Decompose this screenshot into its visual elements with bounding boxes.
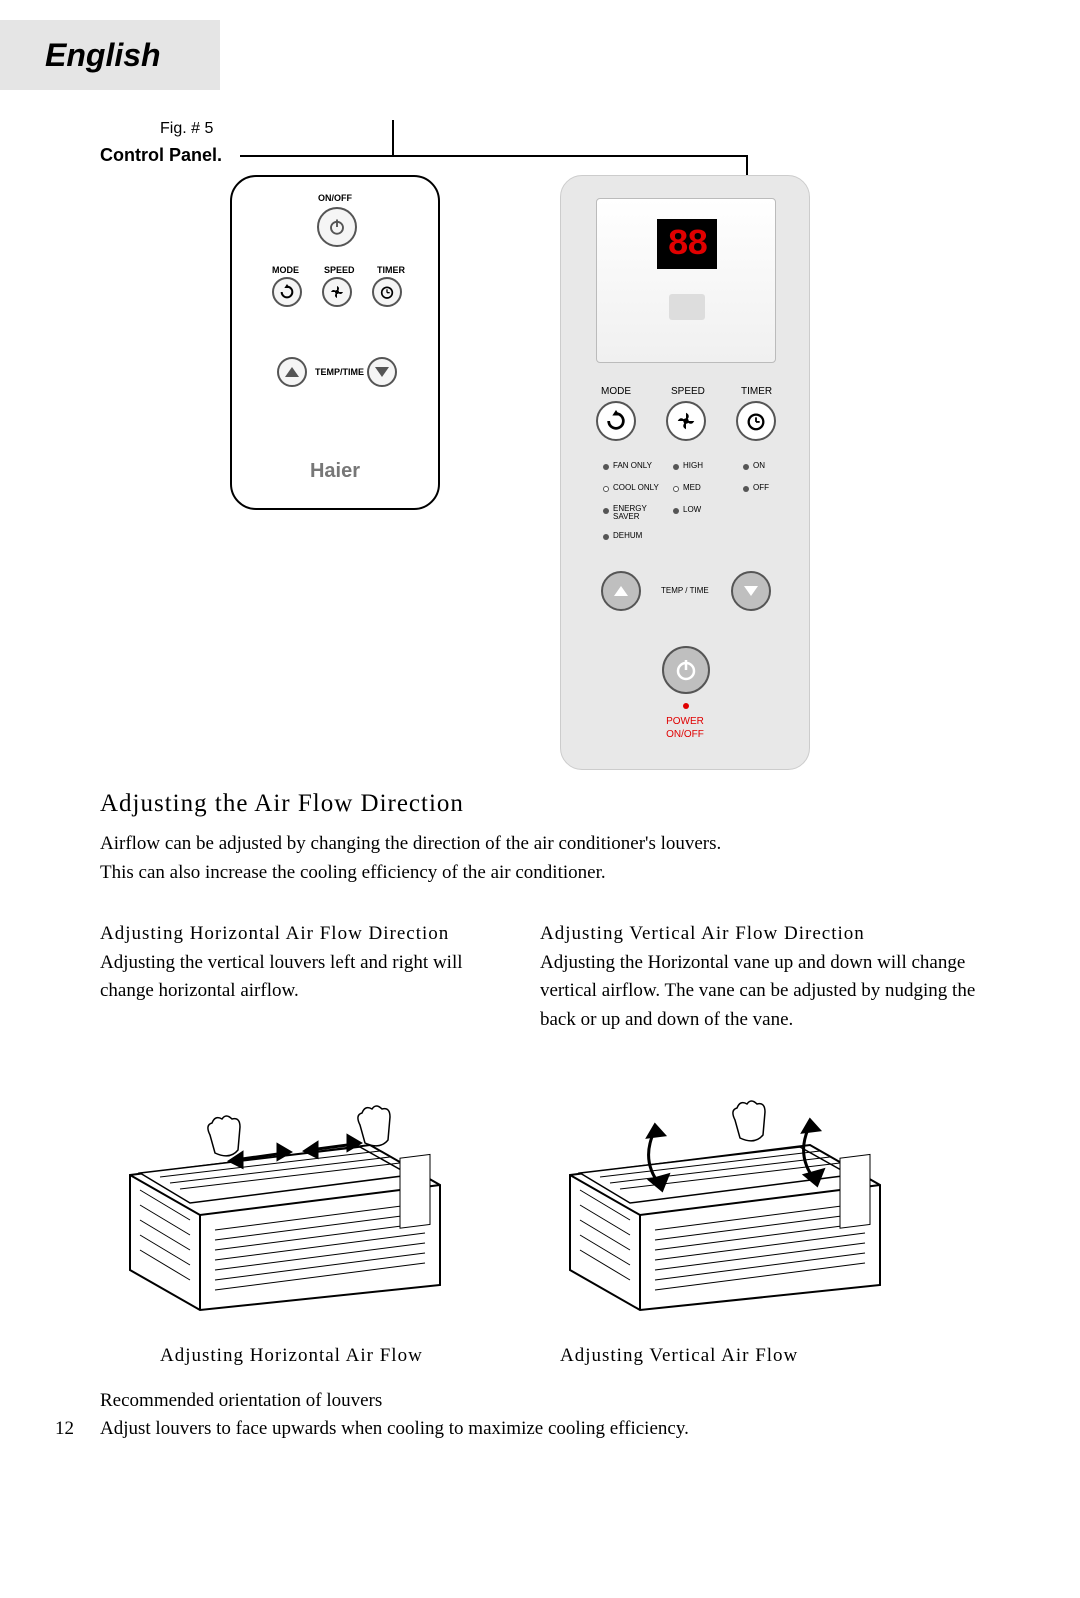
cycle-icon [279,284,295,300]
remote-timer-button[interactable] [372,277,402,307]
footer-heading: Recommended orientation of louvers [100,1390,382,1412]
intro-paragraph: Airflow can be adjusted by changing the … [100,830,980,887]
led-fanonly [603,464,609,470]
left-heading: Adjusting Horizontal Air Flow Direction [100,920,510,949]
led-off [743,486,749,492]
display-value: 88 [667,224,706,265]
ac-figure-vertical [540,1075,910,1320]
remote-mode-label: MODE [272,265,299,275]
led-dehum [603,534,609,540]
remote-temptime-label: TEMP/TIME [315,367,364,377]
control-panel-label: Control Panel. [100,145,222,166]
header-title: English [45,37,161,74]
remote-speed-label: SPEED [324,265,355,275]
panel-off-label: OFF [753,483,769,492]
caption-left: Adjusting Horizontal Air Flow [160,1345,423,1367]
ac-figure-horizontal [100,1075,470,1320]
led-coolonly [603,486,609,492]
panel-power-label: POWER [561,716,809,727]
chevron-up-icon [285,367,299,377]
panel-coolonly-label: COOL ONLY [613,483,659,492]
caption-right: Adjusting Vertical Air Flow [560,1345,798,1367]
chevron-down-icon [375,367,389,377]
col-right: Adjusting Vertical Air Flow Direction Ad… [540,920,1000,1034]
left-paragraph: Adjusting the vertical louvers left and … [100,949,510,1006]
remote-onoff-label: ON/OFF [232,193,438,203]
panel-timer-label: TIMER [741,386,772,397]
cycle-icon [605,410,627,432]
panel-temp-down-button[interactable] [731,571,771,611]
remote-temp-down-button[interactable] [367,357,397,387]
footer-paragraph: Adjust louvers to face upwards when cool… [100,1418,689,1440]
panel-med-label: MED [683,483,701,492]
power-icon [674,658,698,682]
panel-fanonly-label: FAN ONLY [613,461,652,470]
chevron-down-icon [744,586,758,596]
panel-high-label: HIGH [683,461,703,470]
section-title: Adjusting the Air Flow Direction [100,790,464,818]
col-left: Adjusting Horizontal Air Flow Direction … [100,920,510,1006]
callout-line-v1 [392,120,394,155]
control-panel: 88 MODE SPEED TIMER FAN ONLY HIGH ON COO… [560,175,810,770]
panel-energy-label: ENERGY SAVER [613,505,647,521]
header-tab: English [0,20,220,90]
led-low [673,508,679,514]
panel-mode-label: MODE [601,386,631,397]
panel-power-onoff-label: ON/OFF [561,729,809,740]
fan-icon [329,284,345,300]
panel-on-label: ON [753,461,765,470]
panel-low-label: LOW [683,505,701,514]
remote-timer-label: TIMER [377,265,405,275]
figure-number: Fig. # 5 [160,120,213,138]
panel-temptime-label: TEMP / TIME [661,586,709,595]
remote-power-button[interactable] [317,207,357,247]
panel-timer-button[interactable] [736,401,776,441]
callout-line-h [240,155,748,157]
seven-segment-display: 88 [657,219,717,269]
display-frame: 88 [596,198,776,363]
remote-mode-button[interactable] [272,277,302,307]
ir-sensor [669,294,705,320]
power-icon [328,218,346,236]
panel-temp-up-button[interactable] [601,571,641,611]
clock-icon [745,410,767,432]
right-heading: Adjusting Vertical Air Flow Direction [540,920,1000,949]
panel-speed-button[interactable] [666,401,706,441]
remote-brand: Haier [232,460,438,483]
clock-icon [379,284,395,300]
page-number: 12 [55,1418,74,1440]
led-energy [603,508,609,514]
fan-icon [675,410,697,432]
panel-dehum-label: DEHUM [613,531,642,540]
panel-speed-label: SPEED [671,386,705,397]
led-on [743,464,749,470]
panel-mode-button[interactable] [596,401,636,441]
chevron-up-icon [614,586,628,596]
remote-control: ON/OFF MODE SPEED TIMER TEMP/TIME Haier [230,175,440,510]
led-med [673,486,679,492]
right-paragraph: Adjusting the Horizontal vane up and dow… [540,949,1000,1035]
led-high [673,464,679,470]
panel-power-button[interactable] [662,646,710,694]
remote-temp-up-button[interactable] [277,357,307,387]
remote-speed-button[interactable] [322,277,352,307]
led-power [683,703,689,709]
